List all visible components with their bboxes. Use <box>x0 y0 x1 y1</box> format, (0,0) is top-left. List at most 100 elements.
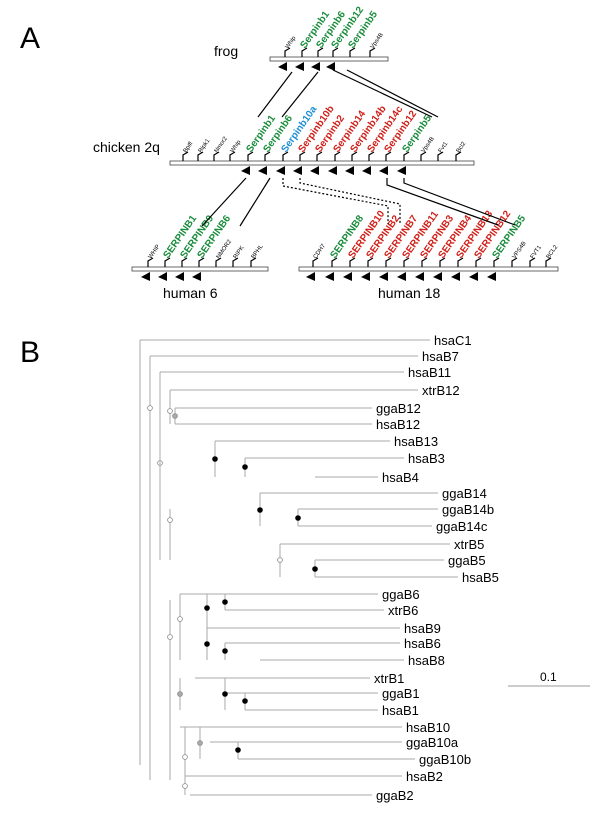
leaf-ggaB14: ggaB14 <box>442 486 487 501</box>
chicken-gene-nmor2: Nmor2 <box>214 135 230 154</box>
human18-label: human 18 <box>378 285 440 301</box>
leaf-ggaB14c: ggaB14c <box>436 519 488 534</box>
panel-b-label: B <box>20 336 40 369</box>
leaf-hsaB9: hsaB9 <box>404 621 441 636</box>
human18-gene-cdh7: CDH7 <box>313 243 328 260</box>
leaf-hsaB8: hsaB8 <box>408 653 445 668</box>
bootstrap-node <box>177 691 183 697</box>
human6-chromosome-bar <box>131 266 269 272</box>
scale-bar: 0.1 <box>508 670 590 687</box>
human18-serpinb7-marker <box>385 257 392 267</box>
human18-serpinb7-arrow <box>379 272 388 281</box>
leaf-ggaB10a: ggaB10a <box>406 735 459 750</box>
chicken-serpinb14b-marker <box>351 151 358 161</box>
leaf-hsaB1: hsaB1 <box>382 703 419 718</box>
leaf-xtrB12: xtrB12 <box>422 383 460 398</box>
human6-whip-marker <box>147 257 154 267</box>
chicken-serpinb10a-arrow <box>276 166 285 175</box>
chicken-serpinb14c-marker <box>368 151 375 161</box>
leaf-hsaB12: hsaB12 <box>376 417 420 432</box>
chicken-ripk1-marker <box>197 151 204 161</box>
frog-whip-arrow <box>278 62 287 71</box>
chicken-chromosome-bar <box>169 160 475 166</box>
human18-cdh7-arrow <box>306 272 315 281</box>
leaf-ggaB5: ggaB5 <box>448 553 486 568</box>
bootstrap-node <box>182 783 188 789</box>
leaf-hsaB11: hsaB11 <box>408 365 451 380</box>
leaf-hsaC1: hsaC1 <box>434 333 472 348</box>
human6-serpinb6-arrow <box>192 272 201 281</box>
bootstrap-node <box>242 698 248 704</box>
human6-gene-nmor2: NMOR2 <box>216 238 234 260</box>
bootstrap-node <box>167 517 173 523</box>
link-b1-frog-chicken <box>257 71 293 118</box>
leaf-xtrB1: xtrB1 <box>374 671 404 686</box>
human18-serpinb4-marker <box>439 257 446 267</box>
chicken-chromosome: Bpifl Ripk1 Nmor2 Whip Serpinb1Serpinb6Serpi… <box>169 104 475 175</box>
scale-bar-label: 0.1 <box>540 670 557 684</box>
chicken-bcl2-marker <box>455 151 462 161</box>
chicken-serpinb14-marker <box>334 151 341 161</box>
human18-serpinb10-arrow <box>343 272 352 281</box>
chicken-gene-ripk1: Ripk1 <box>198 138 212 155</box>
human18-serpinb5-marker <box>493 257 500 267</box>
chicken-serpinb2-arrow <box>310 166 319 175</box>
chicken-serpinb6-marker <box>264 151 271 161</box>
leaf-hsaB4: hsaB4 <box>382 470 419 485</box>
human18-fvt1-marker <box>529 257 536 267</box>
bootstrap-node <box>222 648 228 654</box>
leaf-ggaB14b: ggaB14b <box>442 502 494 517</box>
human6-gene-ripk: RIPK <box>233 245 246 260</box>
frog-chromosome-bar <box>269 56 389 62</box>
human18-serpinb5-arrow <box>487 272 496 281</box>
bootstrap-node <box>257 507 263 513</box>
chicken-serpinb5-marker <box>403 151 410 161</box>
chicken-serpinb5-arrow <box>397 166 406 175</box>
human18-cdh7-marker <box>312 257 319 267</box>
frog-serpinb1-arrow <box>295 62 304 71</box>
frog-whip-marker <box>284 47 291 57</box>
leaf-xtrB6: xtrB6 <box>388 603 418 618</box>
leaf-ggaB12: ggaB12 <box>376 401 421 416</box>
bootstrap-node <box>197 740 203 746</box>
human18-serpinb12-arrow <box>469 272 478 281</box>
leaf-ggaB1: ggaB1 <box>382 686 420 701</box>
link-b12-frog-chicken-b <box>346 69 439 118</box>
human18-serpinb8-marker <box>331 257 338 267</box>
human18-serpinb11-marker <box>403 257 410 267</box>
chicken-fvt1-marker <box>437 151 444 161</box>
chicken-serpinb10a-marker <box>282 151 289 161</box>
chicken-serpinb6-arrow <box>258 166 267 175</box>
frog-gene-whip: Whip <box>285 35 298 50</box>
bootstrap-node <box>172 413 178 419</box>
leaf-ggaB2: ggaB2 <box>376 788 414 803</box>
frog-vps4b-marker <box>369 47 376 57</box>
bootstrap-node <box>222 599 228 605</box>
bootstrap-node <box>204 641 210 647</box>
chicken-gene-whip: Whip <box>230 139 243 154</box>
chicken-serpinb2-marker <box>316 151 323 161</box>
human6-serpinb9-arrow <box>175 272 184 281</box>
human18-serpinb2-arrow <box>361 272 370 281</box>
bootstrap-node <box>222 691 228 697</box>
leaf-ggaB10b: ggaB10b <box>419 752 471 767</box>
link-b6-frog-chicken <box>281 71 319 118</box>
leaf-hsaB7: hsaB7 <box>422 349 459 364</box>
chicken-serpinb10b-marker <box>299 151 306 161</box>
chicken-vps4b-marker <box>420 151 427 161</box>
human18-bcl2-marker <box>545 257 552 267</box>
human18-gene-bcl2: BCL2 <box>546 244 560 260</box>
chicken-serpinb12-marker <box>385 151 392 161</box>
leaf-hsaB10: hsaB10 <box>406 720 450 735</box>
chicken-serpinb14c-arrow <box>362 166 371 175</box>
frog-serpinb1-marker <box>301 47 308 57</box>
human6-serpinb1-marker <box>164 257 171 267</box>
bootstrap-node <box>167 408 173 414</box>
chicken-label: chicken 2q <box>93 139 160 155</box>
leaf-hsaB6: hsaB6 <box>404 636 441 651</box>
link-b2-chicken-human18 <box>299 178 401 224</box>
bootstrap-node <box>277 557 283 563</box>
